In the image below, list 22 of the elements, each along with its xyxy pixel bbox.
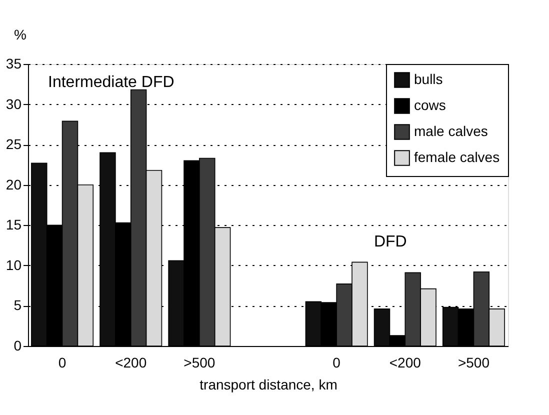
legend-label: cows: [414, 97, 446, 113]
y-tick-label: 10: [6, 256, 22, 273]
y-tick-label: 30: [6, 96, 22, 112]
y-tick-label: 25: [6, 136, 22, 152]
y-tick-label: 15: [6, 216, 22, 233]
y-tick-label: 35: [6, 56, 22, 72]
x-tick-label: 0: [332, 354, 341, 370]
x-tick-label: <200: [115, 354, 147, 370]
x-tick-label: >500: [458, 354, 490, 370]
x-tick-label: 0: [58, 354, 66, 370]
y-tick-label: 20: [6, 176, 22, 192]
annotation: Intermediate DFD: [48, 74, 174, 91]
x-tick-label: >500: [184, 354, 216, 370]
y-tick-label: 0: [14, 338, 22, 354]
annotation: DFD: [374, 234, 407, 251]
legend-label: bulls: [414, 71, 443, 87]
y-tick-label: 5: [14, 297, 22, 314]
legend-label: female calves: [414, 149, 500, 165]
legend-label: male calves: [414, 123, 488, 139]
x-tick-label: <200: [389, 354, 422, 370]
x-axis-title: transport distance, km: [200, 376, 338, 392]
y-axis-title: %: [14, 26, 26, 42]
